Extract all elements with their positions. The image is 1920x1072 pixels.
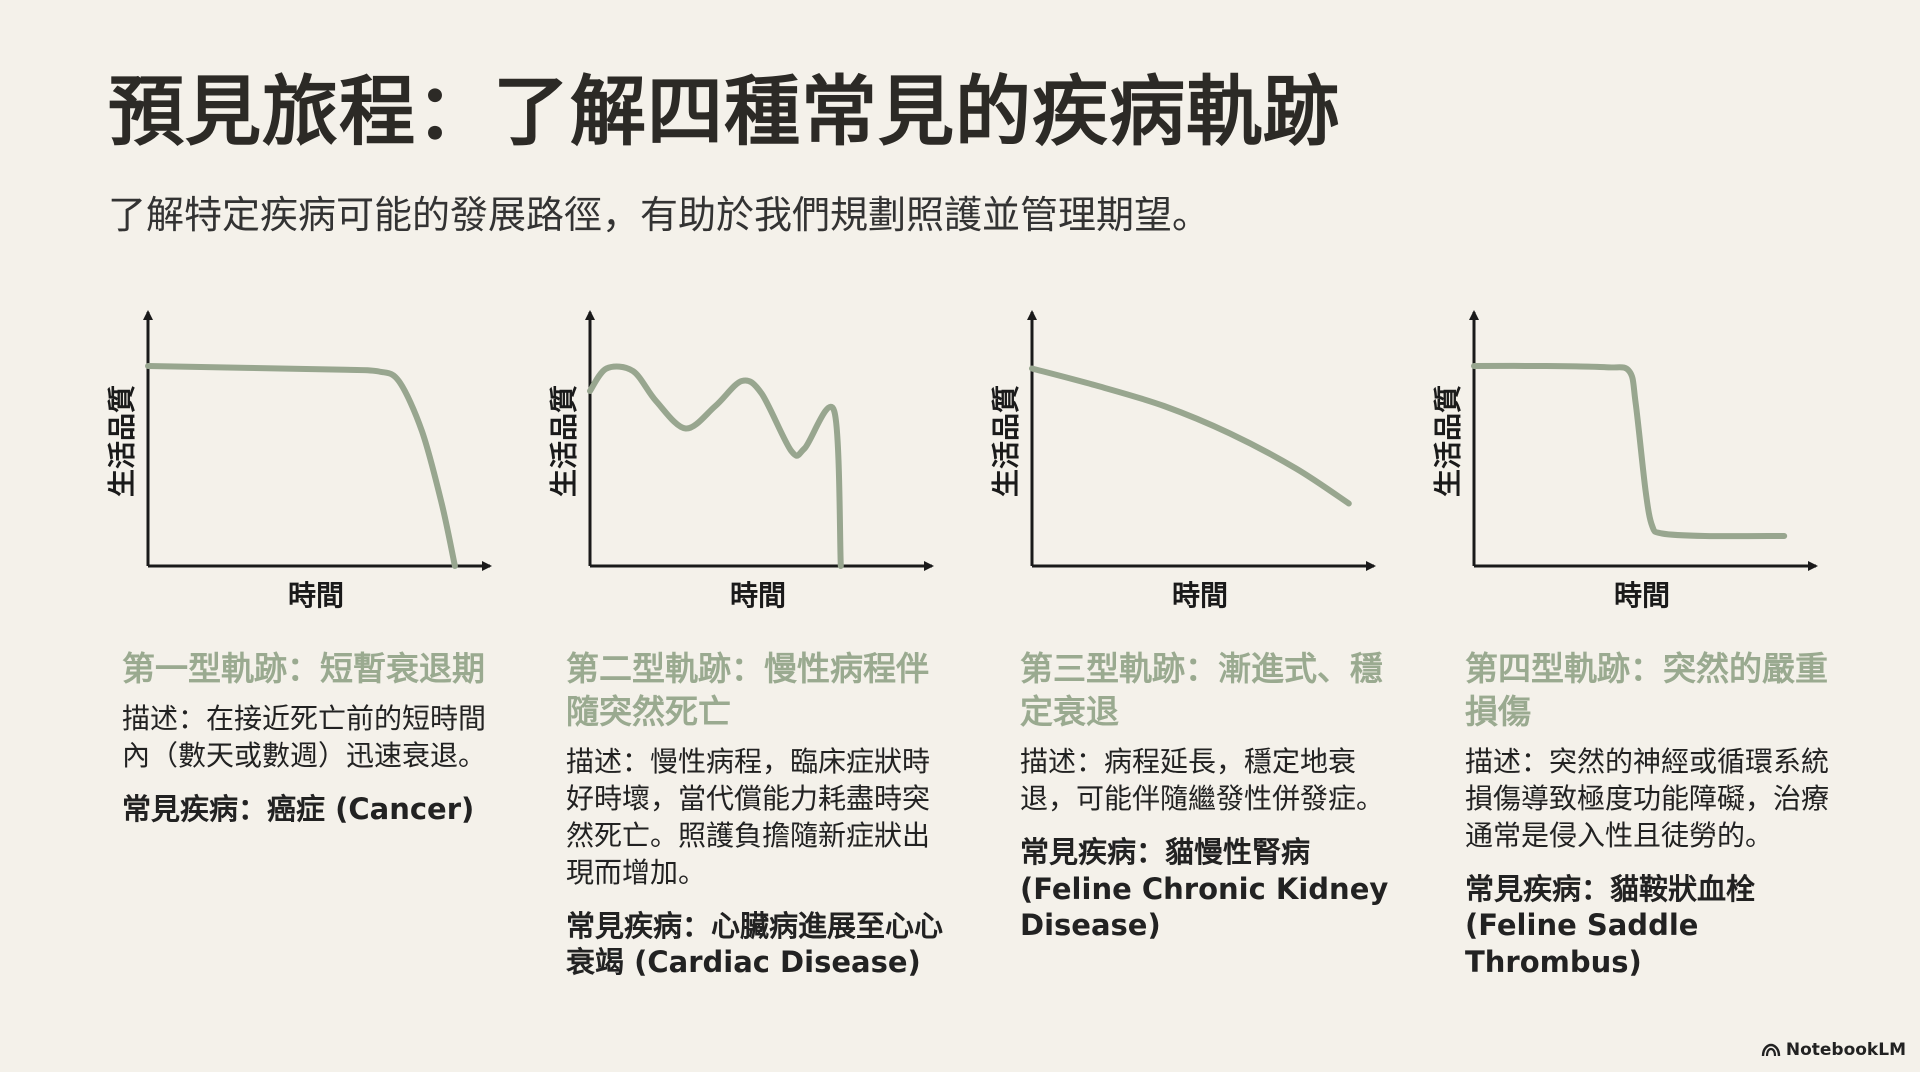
trajectory-chart-3: 時間 生活品質: [990, 310, 1376, 612]
brand-name: NotebookLM: [1785, 1040, 1906, 1060]
trajectory-chart-4: 時間 生活品質: [1432, 310, 1818, 612]
x-axis-label: 時間: [730, 579, 786, 612]
brand-watermark: NotebookLM: [1761, 1040, 1906, 1060]
x-axis-label: 時間: [1614, 579, 1670, 612]
trajectory-panel-2: 第二型軌跡：慢性病程伴隨突然死亡 描述：慢性病程，臨床症狀時好時壞，當代償能力耗…: [566, 648, 956, 981]
trajectory-line: [1029, 365, 1352, 507]
x-axis-label: 時間: [288, 579, 344, 612]
trajectory-description: 描述：在接近死亡前的短時間內（數天或數週）迅速衰退。: [122, 701, 487, 772]
y-axis-label: 生活品質: [106, 385, 139, 497]
trajectory-heading: 第四型軌跡：突然的嚴重損傷: [1465, 649, 1828, 731]
trajectory-line: [145, 363, 458, 569]
trajectory-heading: 第三型軌跡：漸進式、穩定衰退: [1020, 649, 1383, 731]
trajectory-description: 描述：慢性病程，臨床症狀時好時壞，當代償能力耗盡時突然死亡。照護負擔隨新症狀出現…: [566, 744, 931, 889]
x-axis-label: 時間: [1172, 579, 1228, 612]
trajectory-description: 描述：突然的神經或循環系統損傷導致極度功能障礙，治療通常是侵入性且徒勞的。: [1465, 744, 1830, 852]
notebooklm-logo-icon: [1761, 1043, 1781, 1057]
trajectory-heading: 第一型軌跡：短暫衰退期: [122, 649, 485, 688]
trajectory-disease: 常見疾病：貓鞍狀血栓 (Feline Saddle Thrombus): [1465, 871, 1756, 980]
y-axis-label: 生活品質: [1432, 385, 1465, 497]
trajectory-disease: 常見疾病：心臟病進展至心心衰竭 (Cardiac Disease): [566, 908, 944, 980]
trajectory-disease: 常見疾病：癌症 (Cancer): [122, 791, 475, 826]
y-axis-label: 生活品質: [990, 385, 1023, 497]
trajectory-panel-3: 第三型軌跡：漸進式、穩定衰退 描述：病程延長，穩定地衰退，可能伴隨繼發性併發症。…: [1020, 648, 1410, 944]
trajectory-panel-4: 第四型軌跡：突然的嚴重損傷 描述：突然的神經或循環系統損傷導致極度功能障礙，治療…: [1465, 648, 1855, 981]
page-subtitle: 了解特定疾病可能的發展路徑，有助於我們規劃照護並管理期望。: [108, 193, 1211, 237]
trajectory-heading: 第二型軌跡：慢性病程伴隨突然死亡: [566, 649, 929, 731]
trajectory-description: 描述：病程延長，穩定地衰退，可能伴隨繼發性併發症。: [1020, 744, 1385, 815]
trajectory-chart-2: 時間 生活品質: [548, 310, 934, 612]
trajectory-panel-1: 第一型軌跡：短暫衰退期 描述：在接近死亡前的短時間內（數天或數週）迅速衰退。 常…: [122, 648, 512, 828]
trajectory-disease: 常見疾病：貓慢性腎病 (Feline Chronic Kidney Diseas…: [1020, 834, 1389, 943]
trajectory-chart-1: 時間 生活品質: [106, 310, 492, 612]
page-title: 預見旅程：了解四種常見的疾病軌跡: [108, 67, 1340, 156]
y-axis-label: 生活品質: [548, 385, 581, 497]
trajectory-line: [1471, 362, 1788, 540]
trajectory-line: [587, 363, 844, 569]
